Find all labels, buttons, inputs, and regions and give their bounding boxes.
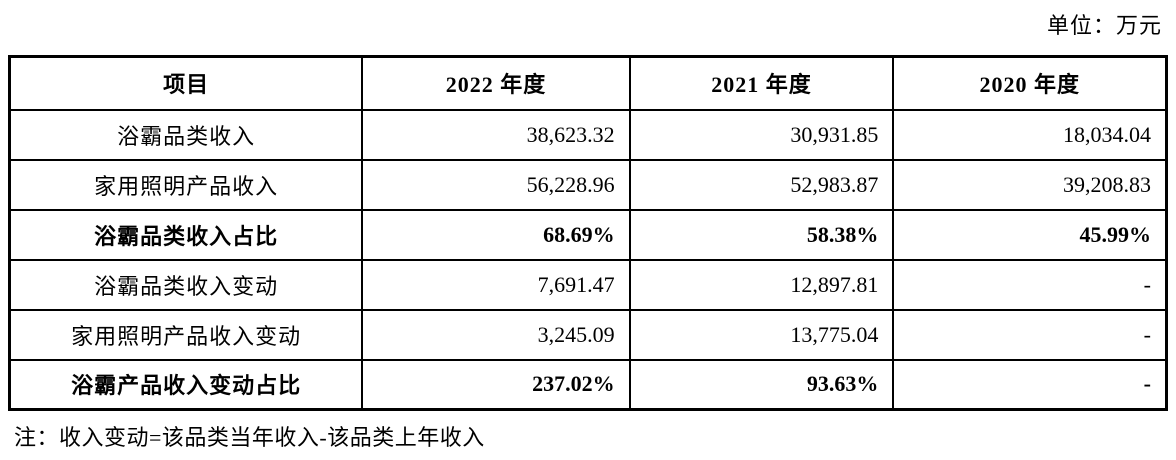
row-label: 家用照明产品收入变动	[8, 308, 364, 361]
table-row: 家用照明产品收入 56,228.96 52,983.87 39,208.83	[8, 158, 1168, 211]
value-2020: -	[892, 358, 1168, 411]
value-2021: 12,897.81	[628, 258, 895, 311]
value-2022: 56,228.96	[361, 158, 631, 211]
value-2020: 39,208.83	[892, 158, 1168, 211]
value-2021: 52,983.87	[628, 158, 895, 211]
value-2022: 3,245.09	[361, 308, 631, 361]
row-label: 家用照明产品收入	[8, 158, 364, 211]
table-row: 浴霸品类收入占比 68.69% 58.38% 45.99%	[8, 208, 1168, 261]
row-label: 浴霸产品收入变动占比	[8, 358, 364, 411]
row-label: 浴霸品类收入变动	[8, 258, 364, 311]
value-2021: 93.63%	[628, 358, 895, 411]
revenue-table: 项目 2022 年度 2021 年度 2020 年度 浴霸品类收入 38,623…	[8, 55, 1168, 411]
table-row: 浴霸品类收入 38,623.32 30,931.85 18,034.04	[8, 108, 1168, 161]
value-2020: 18,034.04	[892, 108, 1168, 161]
header-year-2021: 2021 年度	[628, 55, 895, 111]
revenue-table-container: 项目 2022 年度 2021 年度 2020 年度 浴霸品类收入 38,623…	[8, 55, 1168, 411]
unit-label: 单位：万元	[1046, 13, 1162, 38]
value-2021: 58.38%	[628, 208, 895, 261]
value-2022: 68.69%	[361, 208, 631, 261]
footnote: 注：收入变动=该品类当年收入-该品类上年收入	[14, 425, 485, 450]
value-2022: 38,623.32	[361, 108, 631, 161]
row-label: 浴霸品类收入占比	[8, 208, 364, 261]
table-row: 家用照明产品收入变动 3,245.09 13,775.04 -	[8, 308, 1168, 361]
value-2021: 30,931.85	[628, 108, 895, 161]
row-label: 浴霸品类收入	[8, 108, 364, 161]
value-2020: -	[892, 308, 1168, 361]
table-row: 浴霸产品收入变动占比 237.02% 93.63% -	[8, 358, 1168, 411]
header-year-2020: 2020 年度	[892, 55, 1168, 111]
value-2022: 237.02%	[361, 358, 631, 411]
header-item-column: 项目	[8, 55, 364, 111]
value-2020: -	[892, 258, 1168, 311]
table-row: 浴霸品类收入变动 7,691.47 12,897.81 -	[8, 258, 1168, 311]
header-year-2022: 2022 年度	[361, 55, 631, 111]
value-2022: 7,691.47	[361, 258, 631, 311]
value-2020: 45.99%	[892, 208, 1168, 261]
table-header-row: 项目 2022 年度 2021 年度 2020 年度	[8, 55, 1168, 111]
value-2021: 13,775.04	[628, 308, 895, 361]
